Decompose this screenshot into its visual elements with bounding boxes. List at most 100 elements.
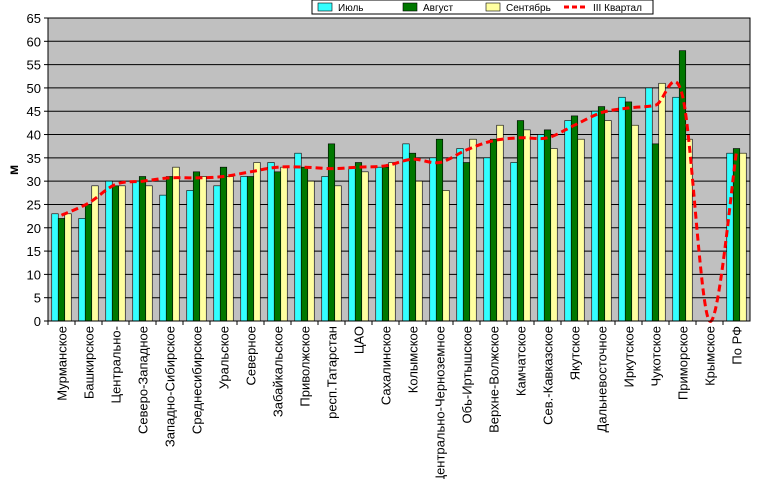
legend-swatch (485, 2, 501, 12)
bar-2 (300, 166, 309, 322)
bar-2 (732, 148, 741, 322)
x-tick-label: Якутское (568, 326, 583, 380)
bar-3 (658, 82, 666, 322)
y-tick-label: 45 (27, 104, 41, 119)
series-line (60, 80, 738, 323)
x-tick-label: Северное (244, 326, 259, 385)
x-tick-label: Чукотское (649, 326, 664, 387)
legend-label: Август (423, 3, 454, 14)
y-tick-label: 0 (34, 314, 41, 329)
y-tick-label: 10 (27, 267, 41, 282)
bar-2 (678, 50, 687, 322)
x-tick-label: Верхне-Волжское (487, 326, 502, 433)
bar-2 (570, 115, 579, 322)
bar-1 (321, 176, 329, 322)
plot-border (47, 17, 751, 322)
bar-3 (496, 124, 504, 322)
bar-3 (415, 180, 423, 322)
bar-3 (631, 124, 639, 322)
legend-label: Июль (338, 3, 364, 14)
legend-swatch (317, 2, 333, 12)
x-tick-label: респ.Татарстан (325, 326, 340, 419)
bar-2 (219, 166, 228, 322)
bar-3 (172, 166, 180, 322)
bar-2 (84, 204, 93, 322)
bar-3 (280, 166, 288, 322)
bar-2 (354, 162, 363, 322)
bar-3 (388, 162, 396, 322)
bar-1 (402, 143, 410, 322)
bar-3 (361, 171, 369, 322)
bar-1 (591, 110, 599, 322)
x-tick-label: Центрально-Черноземное (433, 326, 448, 479)
bar-3 (253, 162, 261, 322)
bar-2 (543, 129, 552, 322)
y-tick-label: 55 (27, 58, 41, 73)
y-tick-label: 15 (27, 244, 41, 259)
x-tick-label: Обь-Иртышское (460, 326, 475, 423)
bar-1 (267, 162, 275, 322)
x-tick-label: ЦАО (352, 326, 367, 354)
bar-3 (118, 185, 126, 322)
bar-3 (307, 180, 315, 322)
y-axis-ticks: 0 5 10 15 20 25 30 35 40 45 50 55 60 65 (27, 11, 48, 329)
bar-2 (57, 218, 66, 322)
bar-1 (186, 190, 194, 322)
bar-2 (624, 101, 633, 322)
bar-2 (165, 176, 174, 322)
legend-box (311, 0, 654, 15)
bar-3 (64, 213, 72, 322)
x-tick-label: Башкирское (82, 326, 97, 399)
y-tick-label: 50 (27, 81, 41, 96)
bar-2 (408, 152, 417, 322)
legend-swatch (402, 2, 418, 12)
bar-2 (597, 106, 606, 322)
bar-3 (469, 138, 477, 322)
bar-2 (327, 143, 336, 322)
legend-label: III Квартал (593, 3, 642, 14)
bar-3 (91, 185, 99, 322)
bar-2 (489, 138, 498, 322)
x-tick-label: Мурманское (55, 326, 70, 401)
bar-2 (435, 138, 444, 322)
bar-1 (51, 213, 59, 322)
x-tick-label: Северо-Западное (136, 326, 151, 434)
bar-3 (523, 129, 531, 322)
bar-3 (604, 120, 612, 322)
plot-background (48, 18, 750, 321)
x-tick-label: Камчатское (514, 326, 529, 396)
y-tick-label: 30 (27, 174, 41, 189)
y-tick-label: 5 (34, 291, 41, 306)
bar-1 (537, 134, 545, 322)
x-tick-label: Забайкальское (271, 326, 286, 417)
bar-2 (192, 171, 201, 322)
bar-1 (294, 152, 302, 322)
bar-3 (226, 176, 234, 322)
bar-1 (429, 157, 437, 322)
x-tick-label: По РФ (730, 326, 745, 365)
x-tick-label: Иркутское (622, 326, 637, 388)
x-tick-label: Приволжское (298, 326, 313, 407)
bar-1 (348, 166, 356, 322)
bar-3 (199, 176, 207, 322)
bar-1 (618, 96, 626, 322)
bar-2 (651, 143, 660, 322)
x-tick-label: Колымское (406, 326, 421, 393)
bar-1 (483, 157, 491, 322)
bar-2 (246, 176, 255, 322)
bar-2 (381, 166, 390, 322)
bar-1 (105, 180, 113, 322)
bar-3 (739, 152, 747, 322)
bar-2 (273, 171, 282, 322)
bar-1 (375, 166, 383, 322)
y-tick-label: 40 (27, 128, 41, 143)
x-tick-label: Среднесибирское (190, 326, 205, 434)
x-tick-label: Сахалинское (379, 326, 394, 405)
x-tick-label: Приморское (676, 326, 691, 400)
bar-3 (145, 185, 153, 322)
bar-3 (550, 148, 558, 322)
x-tick-label: Дальневосточное (595, 326, 610, 432)
x-tick-label: Сев.-Кавказское (541, 326, 556, 425)
bar-1 (159, 194, 167, 322)
bar-3 (334, 185, 342, 322)
